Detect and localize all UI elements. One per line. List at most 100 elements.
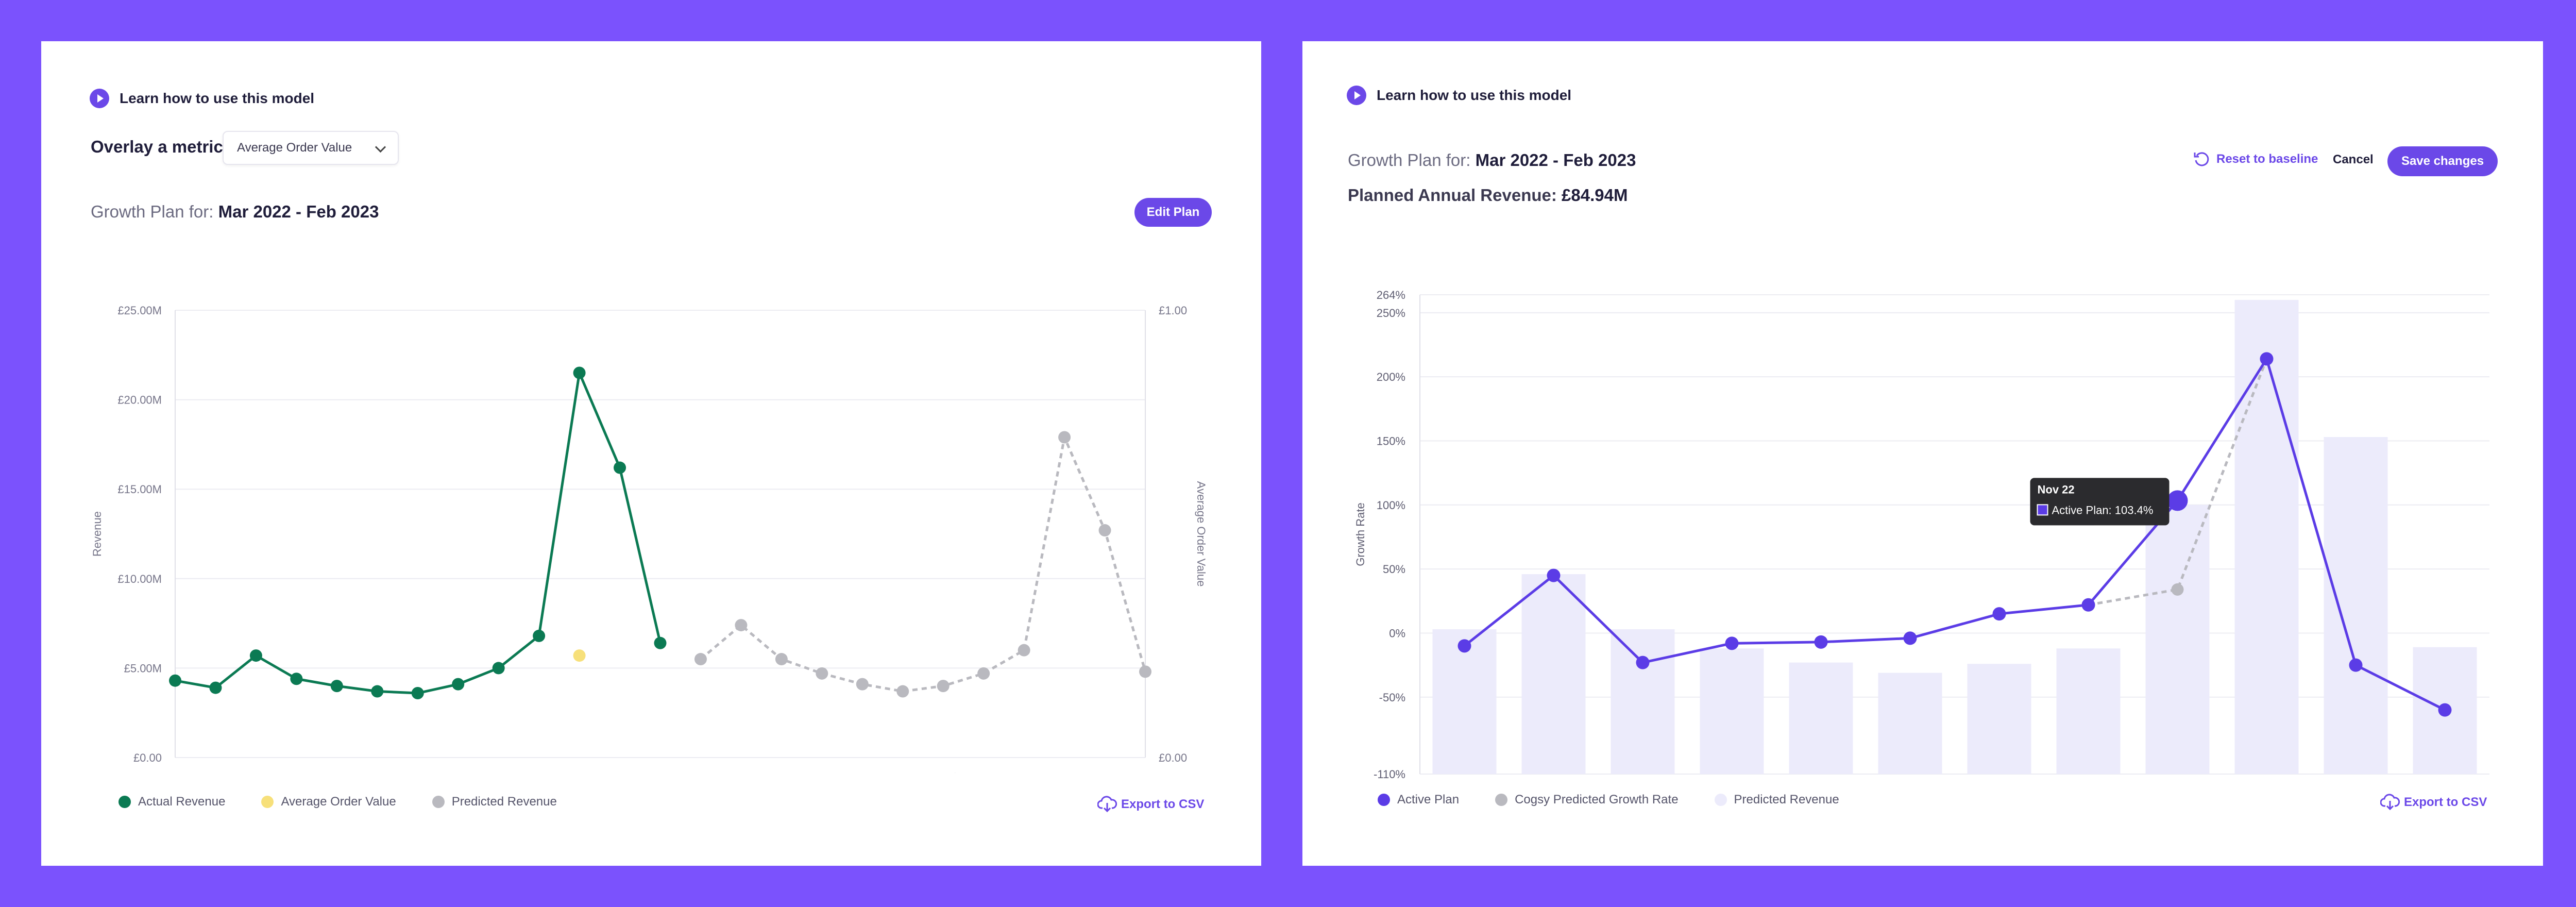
revenue-bar [1521, 574, 1586, 774]
legend-label: Predicted Revenue [1734, 793, 1839, 807]
x-tick-label: Feb 21 [155, 771, 192, 773]
y2-tick-label: £0.00 [1159, 751, 1187, 764]
data-point [1139, 665, 1151, 678]
y-tick-label: 0% [1389, 627, 1405, 640]
tooltip-text: Active Plan: 103.4% [2052, 503, 2154, 516]
left-panel: Learn how to use this model Overlay a me… [41, 41, 1261, 866]
reset-icon [2194, 152, 2209, 166]
x-tick-label: Feb 23 [1125, 771, 1162, 773]
legend-dot [1495, 794, 1508, 806]
x-tick-label: Aug 22 [882, 770, 920, 773]
active-plan-point [1992, 607, 2006, 621]
y-tick-label: -110% [1374, 768, 1405, 781]
data-point [856, 678, 869, 691]
cloud-download-icon [1097, 796, 1117, 813]
left-legend: Actual Revenue Average Order Value Predi… [118, 795, 593, 809]
reset-baseline-button[interactable]: Reset to baseline [2193, 150, 2318, 168]
data-point [1058, 431, 1071, 444]
data-point [411, 687, 424, 700]
legend-active-plan[interactable]: Active Plan [1378, 793, 1459, 807]
x-tick-label: Jul 21 [359, 772, 392, 773]
x-tick-label: Jun 21 [317, 771, 353, 773]
growth-plan-heading: Growth Plan for: Mar 2022 - Feb 2023 [91, 202, 379, 222]
save-changes-button[interactable]: Save changes [2387, 146, 2498, 176]
learn-label: Learn how to use this model [120, 90, 315, 106]
planned-revenue-heading: Planned Annual Revenue: £84.94M [1348, 186, 1628, 205]
y2-axis-label: Average Order Value [1195, 481, 1208, 587]
x-tick-label: Apr 21 [236, 771, 272, 773]
play-icon [1347, 86, 1366, 105]
export-csv-link[interactable]: Export to CSV [2380, 794, 2487, 811]
legend-dot [1378, 794, 1390, 806]
predicted-growth-line [2088, 358, 2268, 607]
cancel-button[interactable]: Cancel [2333, 153, 2374, 166]
learn-link[interactable]: Learn how to use this model [1347, 86, 1571, 105]
edit-plan-button[interactable]: Edit Plan [1134, 198, 1212, 227]
learn-link[interactable]: Learn how to use this model [90, 89, 314, 108]
data-point [937, 680, 950, 693]
x-tick-label: May 22 [760, 770, 799, 773]
revenue-bar [1432, 629, 1497, 774]
overlay-metric-label: Overlay a metric [91, 137, 223, 156]
data-point [977, 667, 990, 680]
x-tick-label: Feb 22 [640, 771, 677, 773]
growth-plan-period: Mar 2022 - Feb 2023 [218, 202, 379, 221]
cloud-download-icon [2380, 794, 2400, 811]
active-plan-point [2349, 658, 2363, 672]
x-tick-label: Oct 22 [964, 771, 999, 773]
legend-cogsy-predicted[interactable]: Cogsy Predicted Growth Rate [1495, 793, 1679, 807]
y-axis-label: Growth Rate [1354, 502, 1367, 566]
data-point [290, 673, 303, 685]
revenue-bar [1878, 673, 1942, 774]
data-point [492, 662, 505, 675]
active-plan-point [1814, 635, 1828, 649]
reset-label: Reset to baseline [2216, 152, 2318, 166]
planned-revenue-value: £84.94M [1562, 186, 1628, 205]
y-tick-label: 100% [1377, 499, 1405, 512]
x-tick-label: Jan 23 [1085, 771, 1121, 773]
legend-dot [432, 796, 445, 808]
legend-label: Predicted Revenue [451, 795, 557, 809]
y2-tick-label: £1.00 [1159, 304, 1187, 317]
export-csv-link[interactable]: Export to CSV [1097, 796, 1204, 813]
x-tick-label: Sept 21 [436, 770, 476, 773]
data-point [1098, 524, 1111, 537]
data-point [896, 685, 909, 698]
overlay-metric-value: Average Order Value [237, 141, 352, 155]
legend-dot [118, 796, 131, 808]
data-point [694, 653, 707, 666]
tooltip-title: Nov 22 [2038, 483, 2075, 496]
legend-actual-revenue[interactable]: Actual Revenue [118, 795, 225, 809]
overlay-metric-select[interactable]: Average Order Value [223, 131, 399, 165]
x-tick-label: Nov 22 [1003, 770, 1041, 773]
data-point [452, 678, 465, 691]
y-tick-label: £25.00M [117, 304, 162, 317]
y-axis-label: Revenue [91, 511, 104, 557]
predicted-point [2171, 583, 2184, 596]
legend-average-order-value[interactable]: Average Order Value [261, 795, 396, 809]
data-point [330, 680, 343, 693]
y-tick-label: 150% [1377, 434, 1405, 447]
y-tick-label: 50% [1383, 563, 1405, 576]
legend-predicted-revenue[interactable]: Predicted Revenue [432, 795, 557, 809]
x-tick-label: Dec 22 [1044, 770, 1081, 773]
active-plan-point [1725, 636, 1739, 650]
active-plan-point [1547, 568, 1561, 582]
active-plan-point [2438, 703, 2452, 717]
chevron-down-icon [375, 141, 386, 153]
revenue-bar [1700, 648, 1764, 774]
series-line [700, 436, 1147, 693]
active-plan-point [2167, 490, 2188, 511]
tooltip-box [2030, 478, 2170, 526]
active-plan-line [1463, 357, 2446, 711]
revenue-chart: £0.00 £5.00M £10.00M £15.00M £20.00M £25.00M £… [91, 304, 1208, 773]
revenue-bar [2234, 299, 2299, 774]
export-label: Export to CSV [2404, 795, 2487, 809]
y-tick-label: -50% [1379, 691, 1405, 704]
data-point [735, 619, 748, 632]
data-point [533, 629, 546, 642]
y-tick-label: £20.00M [117, 394, 162, 407]
planned-revenue-prefix: Planned Annual Revenue: [1348, 186, 1557, 205]
revenue-bar [1789, 662, 1853, 774]
legend-predicted-revenue[interactable]: Predicted Revenue [1714, 793, 1839, 807]
